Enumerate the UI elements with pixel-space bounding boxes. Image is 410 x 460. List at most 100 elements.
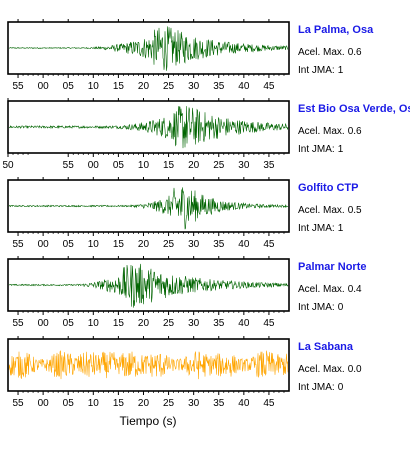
tick-label: 30 xyxy=(188,239,200,250)
jma-intensity-value: 1 xyxy=(337,144,344,155)
max-acceleration-label: Acel. Max. xyxy=(298,205,345,216)
tick-label: 00 xyxy=(38,81,50,92)
tick-label: 10 xyxy=(88,239,100,250)
x-axis-label: Tiempo (s) xyxy=(119,414,177,428)
jma-intensity-value: 1 xyxy=(337,223,344,234)
tick-label: 20 xyxy=(188,160,200,171)
jma-intensity-label: Int JMA: xyxy=(298,223,335,234)
max-acceleration-value: 0.6 xyxy=(347,47,362,58)
station-name: Est Bio Osa Verde, Osa xyxy=(298,103,410,115)
max-acceleration-label: Acel. Max. xyxy=(298,284,345,295)
tick-label: 55 xyxy=(12,398,24,409)
tick-label: 35 xyxy=(263,160,275,171)
tick-label: 40 xyxy=(238,239,250,250)
jma-intensity: Int JMA: 1 xyxy=(298,65,343,76)
tick-label: 25 xyxy=(163,81,175,92)
max-acceleration: Acel. Max. 0.4 xyxy=(298,284,362,295)
panel-1: 55 00 05 10 15 20 25 30 35 40 45 xyxy=(7,19,290,92)
station-name: La Palma, Osa xyxy=(298,24,374,36)
tick-label: 20 xyxy=(138,318,150,329)
station-name: Golfito CTP xyxy=(298,182,359,194)
jma-intensity: Int JMA: 1 xyxy=(298,223,343,234)
panel-5: 55 00 05 10 15 20 25 30 35 40 45 xyxy=(7,336,290,409)
panel-2: 50 55 00 05 10 15 20 25 30 35 xyxy=(2,98,290,171)
tick-label: 25 xyxy=(163,239,175,250)
tick-label: 30 xyxy=(188,81,200,92)
tick-label: 00 xyxy=(88,160,100,171)
max-acceleration: Acel. Max. 0.6 xyxy=(298,47,362,58)
trace-1 xyxy=(8,26,289,71)
max-acceleration-label: Acel. Max. xyxy=(298,126,345,137)
tick-label: 10 xyxy=(88,81,100,92)
jma-intensity-label: Int JMA: xyxy=(298,302,335,313)
tick-label: 05 xyxy=(63,81,75,92)
jma-intensity: Int JMA: 0 xyxy=(298,382,343,393)
tick-label: 05 xyxy=(63,239,75,250)
station-name: Palmar Norte xyxy=(298,261,367,273)
tick-label: 15 xyxy=(113,398,125,409)
tick-label: 45 xyxy=(263,239,275,250)
tick-label: 00 xyxy=(38,239,50,250)
tick-label: 25 xyxy=(163,318,175,329)
tick-label: 40 xyxy=(238,318,250,329)
tick-label: 15 xyxy=(113,81,125,92)
tick-label: 05 xyxy=(63,398,75,409)
jma-intensity-label: Int JMA: xyxy=(298,382,335,393)
max-acceleration: Acel. Max. 0.5 xyxy=(298,205,362,216)
tick-label: 15 xyxy=(163,160,175,171)
jma-intensity-value: 0 xyxy=(337,382,344,393)
tick-label: 45 xyxy=(263,398,275,409)
tick-label: 40 xyxy=(238,81,250,92)
tick-label: 05 xyxy=(113,160,125,171)
max-acceleration: Acel. Max. 0.0 xyxy=(298,364,362,375)
tick-label: 10 xyxy=(88,398,100,409)
tick-label: 55 xyxy=(12,239,24,250)
tick-label: 55 xyxy=(63,160,75,171)
tick-label: 20 xyxy=(138,81,150,92)
tick-label: 40 xyxy=(238,398,250,409)
tick-label: 55 xyxy=(12,81,24,92)
tick-label: 00 xyxy=(38,318,50,329)
tick-label: 30 xyxy=(188,398,200,409)
jma-intensity: Int JMA: 0 xyxy=(298,302,343,313)
station-name: La Sabana xyxy=(298,341,354,353)
trace-3 xyxy=(8,187,289,230)
tick-label: 45 xyxy=(263,318,275,329)
tick-label: 30 xyxy=(188,318,200,329)
max-acceleration-value: 0.4 xyxy=(347,284,362,295)
jma-intensity-value: 1 xyxy=(337,65,344,76)
trace-4 xyxy=(8,263,289,308)
tick-label: 25 xyxy=(163,398,175,409)
trace-2 xyxy=(8,106,289,149)
tick-label: 35 xyxy=(213,81,225,92)
max-acceleration-value: 0.5 xyxy=(347,205,362,216)
tick-label: 25 xyxy=(213,160,225,171)
jma-intensity-value: 0 xyxy=(337,302,344,313)
jma-intensity: Int JMA: 1 xyxy=(298,144,343,155)
jma-intensity-label: Int JMA: xyxy=(298,65,335,76)
panel-3: 55 00 05 10 15 20 25 30 35 40 45 xyxy=(7,177,290,250)
max-acceleration-label: Acel. Max. xyxy=(298,364,345,375)
tick-label: 45 xyxy=(263,81,275,92)
tick-label: 50 xyxy=(2,160,14,171)
tick-label: 15 xyxy=(113,239,125,250)
tick-label: 55 xyxy=(12,318,24,329)
panel-4: 55 00 05 10 15 20 25 30 35 40 45 xyxy=(7,256,290,329)
tick-label: 15 xyxy=(113,318,125,329)
trace-5 xyxy=(8,350,289,380)
tick-label: 20 xyxy=(138,398,150,409)
tick-label: 20 xyxy=(138,239,150,250)
tick-label: 30 xyxy=(238,160,250,171)
jma-intensity-label: Int JMA: xyxy=(298,144,335,155)
max-acceleration-value: 0.0 xyxy=(347,364,362,375)
tick-label: 35 xyxy=(213,239,225,250)
tick-label: 00 xyxy=(38,398,50,409)
max-acceleration-value: 0.6 xyxy=(347,126,362,137)
max-acceleration-label: Acel. Max. xyxy=(298,47,345,58)
tick-label: 10 xyxy=(88,318,100,329)
tick-label: 35 xyxy=(213,398,225,409)
tick-label: 10 xyxy=(138,160,150,171)
tick-label: 35 xyxy=(213,318,225,329)
tick-label: 05 xyxy=(63,318,75,329)
